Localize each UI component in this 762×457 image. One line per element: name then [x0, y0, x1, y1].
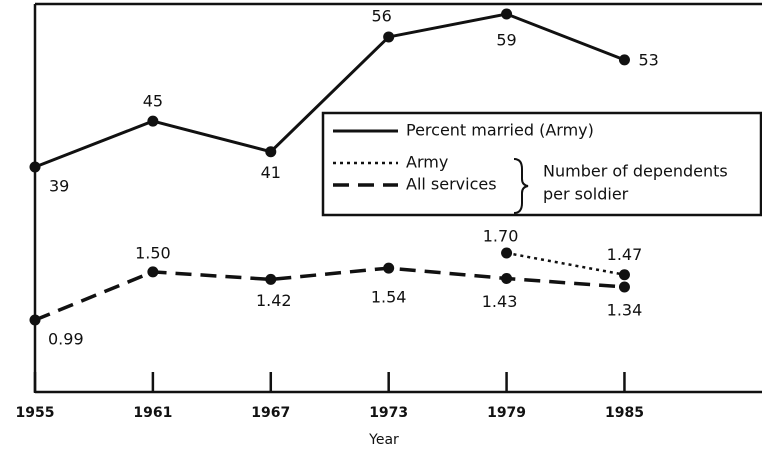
data-point [383, 31, 395, 43]
series-line [34, 12, 626, 169]
x-tick-label: 1985 [605, 405, 644, 421]
series-line [34, 266, 625, 322]
x-tick-label: 1967 [251, 405, 290, 421]
data-point [147, 115, 159, 127]
data-point [618, 269, 630, 281]
data-point [501, 8, 513, 20]
data-label: 1.54 [371, 288, 407, 307]
x-tick-label: 1973 [369, 405, 408, 421]
data-point [618, 281, 630, 293]
x-tick-label: 1955 [16, 405, 55, 421]
data-point [501, 247, 513, 259]
legend-brace [513, 158, 529, 214]
data-point [501, 272, 513, 284]
data-label: 0.99 [48, 330, 84, 349]
data-point [618, 54, 630, 66]
data-label: 1.42 [256, 291, 292, 310]
data-point [383, 262, 395, 274]
data-point [29, 314, 41, 326]
legend-label: Army [406, 153, 448, 172]
legend-group-label: Number of dependents [543, 162, 728, 181]
legend-label: Percent married (Army) [406, 121, 594, 140]
data-label: 41 [261, 163, 281, 182]
data-label: 53 [638, 50, 658, 69]
data-label: 1.47 [607, 245, 643, 264]
data-point [265, 146, 277, 158]
data-label: 59 [496, 31, 516, 50]
data-point [29, 161, 41, 173]
data-label: 1.34 [607, 300, 643, 319]
x-axis-label: Year [368, 432, 399, 448]
x-tick-label: 1961 [133, 405, 172, 421]
legend-label: All services [406, 175, 497, 194]
data-label: 1.43 [482, 292, 518, 311]
data-label: 56 [371, 6, 391, 25]
data-label: 1.70 [483, 227, 519, 246]
legend-group-label: per soldier [543, 185, 629, 204]
data-label: 1.50 [135, 243, 171, 262]
data-point [265, 273, 277, 285]
series-line [506, 251, 625, 276]
data-point [147, 266, 159, 278]
data-label: 45 [143, 92, 163, 111]
data-label: 39 [49, 177, 69, 196]
x-tick-label: 1979 [487, 405, 526, 421]
